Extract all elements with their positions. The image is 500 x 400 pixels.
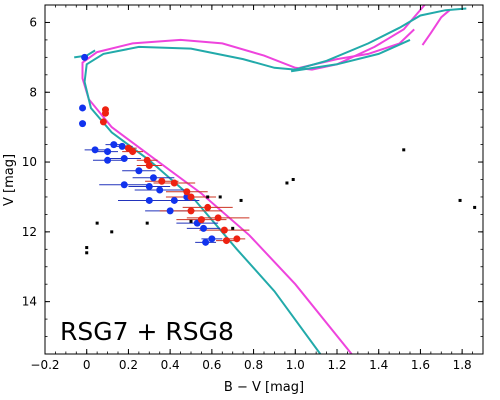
x-tick-label: 1.0 xyxy=(286,358,305,372)
data-point-black xyxy=(473,205,477,209)
x-tick-label: 0.2 xyxy=(119,358,138,372)
data-point-blue xyxy=(120,155,128,163)
data-point-red xyxy=(233,235,241,243)
data-point-blue xyxy=(79,104,87,112)
data-point-blue xyxy=(135,167,143,175)
data-point-blue xyxy=(79,120,87,128)
data-point-blue xyxy=(104,148,112,156)
data-point-black xyxy=(291,178,295,181)
x-tick-label: 1.2 xyxy=(327,358,346,372)
data-point-black xyxy=(239,198,243,202)
data-point-blue xyxy=(120,181,128,189)
data-point-black xyxy=(285,181,289,185)
y-tick-label: 8 xyxy=(29,85,37,99)
x-tick-label: 1.8 xyxy=(453,358,472,372)
data-point-red xyxy=(145,162,153,170)
x-tick-label: 0.8 xyxy=(244,358,263,372)
data-point-red xyxy=(101,109,109,117)
data-point-blue xyxy=(118,142,126,150)
y-tick-label: 6 xyxy=(29,15,37,29)
data-point-red xyxy=(204,203,212,211)
data-point-blue xyxy=(170,196,178,204)
x-axis-label: B − V [mag] xyxy=(224,380,304,395)
data-point-black xyxy=(402,148,406,152)
data-point-blue xyxy=(81,53,89,61)
x-tick-label: 0 xyxy=(83,358,91,372)
point-layer xyxy=(79,53,477,255)
data-point-red xyxy=(187,207,195,215)
data-point-black xyxy=(218,195,222,199)
data-point-red xyxy=(129,148,137,156)
data-point-black xyxy=(110,230,114,234)
data-point-black xyxy=(85,246,89,250)
isochrone-layer xyxy=(74,5,467,354)
data-point-blue xyxy=(156,186,164,194)
data-point-red xyxy=(158,177,166,185)
data-point-black xyxy=(231,226,235,230)
data-point-red xyxy=(99,118,107,126)
x-tick-label: 0.6 xyxy=(202,358,221,372)
y-tick-label: 14 xyxy=(22,295,37,309)
chart-annotation: RSG7 + RSG8 xyxy=(60,317,234,346)
data-point-red xyxy=(222,237,230,245)
data-point-black xyxy=(206,195,210,199)
y-tick-label: 12 xyxy=(22,225,37,239)
data-point-black xyxy=(95,221,99,225)
data-point-red xyxy=(220,226,228,234)
data-point-blue xyxy=(91,146,99,154)
data-point-red xyxy=(143,156,151,164)
isochrone-curve-2 xyxy=(421,9,451,46)
x-tick-label: 0.4 xyxy=(161,358,180,372)
data-point-red xyxy=(187,193,195,201)
data-point-blue xyxy=(149,174,157,182)
data-point-blue xyxy=(200,224,208,232)
y-tick-label: 10 xyxy=(22,155,37,169)
data-point-blue xyxy=(110,141,118,149)
data-point-black xyxy=(85,251,89,255)
data-point-black xyxy=(145,221,149,225)
data-point-blue xyxy=(202,238,210,246)
data-point-blue xyxy=(145,196,153,204)
data-point-black xyxy=(458,198,462,202)
data-point-red xyxy=(183,188,191,196)
isochrone-curve-4 xyxy=(290,38,411,73)
data-point-red xyxy=(197,216,205,224)
data-point-black xyxy=(189,219,193,223)
data-point-blue xyxy=(145,182,153,190)
x-tick-label: 1.6 xyxy=(411,358,430,372)
data-point-blue xyxy=(166,207,174,215)
x-tick-label: 1.4 xyxy=(369,358,388,372)
data-point-blue xyxy=(104,156,112,164)
isochrone-curve-3 xyxy=(83,7,467,354)
data-point-blue xyxy=(208,235,216,243)
data-point-red xyxy=(214,214,222,222)
tick-layer: −0.2 0 0.2 0.4 0.6 0.8 1.0 1.2 1.4 1.6 1.8 6 8 10 12 14 xyxy=(22,5,484,372)
data-point-red xyxy=(170,179,178,187)
x-tick-label: −0.2 xyxy=(30,358,59,372)
y-axis-label: V [mag] xyxy=(2,154,17,206)
